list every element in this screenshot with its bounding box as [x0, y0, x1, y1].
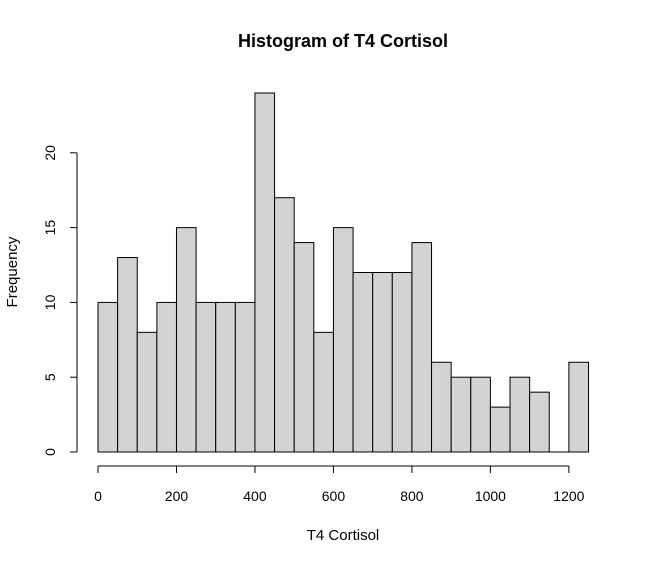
histogram-bar — [313, 331, 334, 453]
y-tick-label: 10 — [42, 294, 58, 310]
bars-group — [97, 92, 590, 453]
y-axis: 0 5 10 15 20 — [42, 145, 78, 456]
x-tick-label: 0 — [94, 488, 102, 504]
histogram-bar — [529, 391, 550, 453]
histogram-bar — [175, 227, 197, 453]
histogram-bar — [136, 331, 158, 453]
histogram-bar — [117, 257, 138, 453]
x-axis-label: T4 Cortisol — [307, 527, 380, 544]
histogram-bar — [293, 242, 315, 453]
histogram-bar — [391, 272, 413, 453]
x-tick-label: 600 — [322, 488, 346, 504]
histogram-bar — [332, 227, 354, 453]
histogram-bar — [234, 301, 256, 453]
x-tick-label: 400 — [243, 488, 267, 504]
x-tick-label: 1200 — [553, 488, 584, 504]
chart-title: Histogram of T4 Cortisol — [238, 31, 448, 51]
histogram-bar — [489, 406, 511, 453]
y-tick-label: 0 — [42, 448, 58, 456]
histogram-bar — [274, 197, 295, 453]
histogram-bar — [411, 242, 433, 453]
x-tick-label: 800 — [400, 488, 424, 504]
y-tick-label: 5 — [42, 373, 58, 381]
y-axis-label: Frequency — [4, 236, 21, 307]
histogram-bar — [195, 301, 217, 453]
histogram-bar — [450, 376, 472, 453]
histogram-bar — [372, 272, 393, 453]
histogram-bar — [352, 272, 374, 453]
x-axis: 0 200 400 600 800 1000 1200 — [94, 465, 585, 504]
y-tick-label: 20 — [42, 145, 58, 161]
histogram-bar — [509, 376, 531, 453]
histogram-bar — [470, 376, 491, 453]
y-tick-label: 15 — [42, 220, 58, 236]
histogram-bar — [568, 361, 590, 453]
histogram-bar — [254, 92, 276, 453]
x-tick-label: 1000 — [475, 488, 506, 504]
histogram-bar — [431, 361, 452, 453]
histogram-bar — [215, 301, 236, 453]
histogram-bar — [97, 301, 119, 453]
histogram-bar — [156, 301, 177, 453]
x-tick-label: 200 — [165, 488, 189, 504]
